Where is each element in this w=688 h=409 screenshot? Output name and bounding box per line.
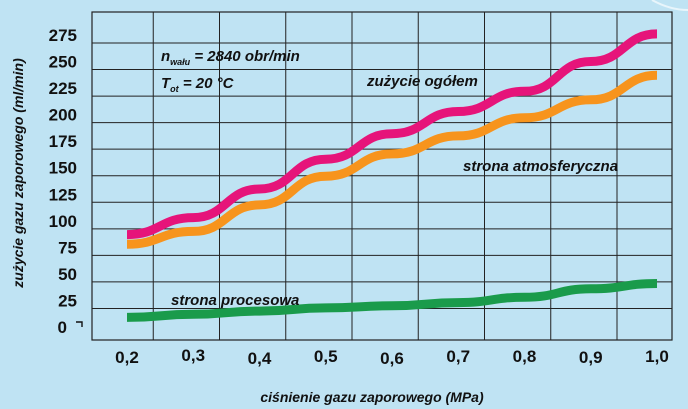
x-tick-label: 0,7: [446, 347, 470, 366]
y-tick-label: 275: [49, 26, 77, 45]
y-tick-labels: 0 25 50 75 100 125 150 175 200 225 250 275: [49, 26, 77, 337]
series-line-total: [126, 29, 658, 240]
temperature-value: = 20 °C: [179, 75, 235, 92]
y-tick-label: 225: [49, 79, 77, 98]
series-label-process: strona procesowa: [171, 292, 299, 309]
y-tick-label: 200: [49, 106, 77, 125]
plot-frame: [91, 11, 673, 341]
series-line-process: [126, 279, 658, 322]
series-line-atmospheric: [126, 70, 658, 249]
x-tick-label: 1,0: [645, 347, 669, 366]
corner-decoration: [651, 0, 688, 11]
y-tick-label: 75: [58, 238, 77, 257]
y-tick-label: 50: [58, 265, 77, 284]
speed-annotation: nwału = 2840 obr/min: [161, 48, 300, 67]
y-axis-label: zużycie gazu zaporowego (ml/min): [10, 58, 26, 289]
y-tick-label: 150: [49, 159, 77, 178]
series-label-atmospheric: strona atmosferyczna: [463, 158, 618, 175]
x-tick-label: 0,5: [314, 347, 338, 366]
y-tick-label: 250: [49, 53, 77, 72]
x-tick-label: 0,4: [248, 349, 272, 368]
x-tick-label: 0,2: [115, 348, 139, 367]
temperature-subscript: ot: [170, 84, 179, 94]
speed-subscript: wału: [170, 57, 191, 67]
temperature-annotation: Tot = 20 °C: [161, 75, 235, 94]
x-tick-label: 0,9: [579, 348, 603, 367]
y-tick-label: 125: [49, 185, 77, 204]
y-tick-label: 0: [58, 318, 67, 337]
x-tick-labels: 0,2 0,3 0,4 0,5 0,6 0,7 0,8 0,9 1,0: [115, 346, 669, 368]
x-tick-label: 0,8: [513, 347, 537, 366]
y-tick-label: 100: [49, 212, 77, 231]
speed-value: = 2840 obr/min: [190, 48, 300, 65]
series-label-total: zużycie ogółem: [366, 73, 478, 90]
temperature-symbol: T: [161, 75, 172, 92]
x-tick-label: 0,3: [181, 346, 205, 365]
y-tick-label: 25: [58, 291, 77, 310]
y-tick-label: 175: [49, 132, 77, 151]
x-axis-label: ciśnienie gazu zaporowego (MPa): [260, 389, 484, 405]
x-tick-label: 0,6: [380, 349, 404, 368]
series-layer: [126, 29, 658, 322]
speed-symbol: n: [161, 48, 170, 65]
y-zero-tick-mark: [76, 321, 83, 327]
